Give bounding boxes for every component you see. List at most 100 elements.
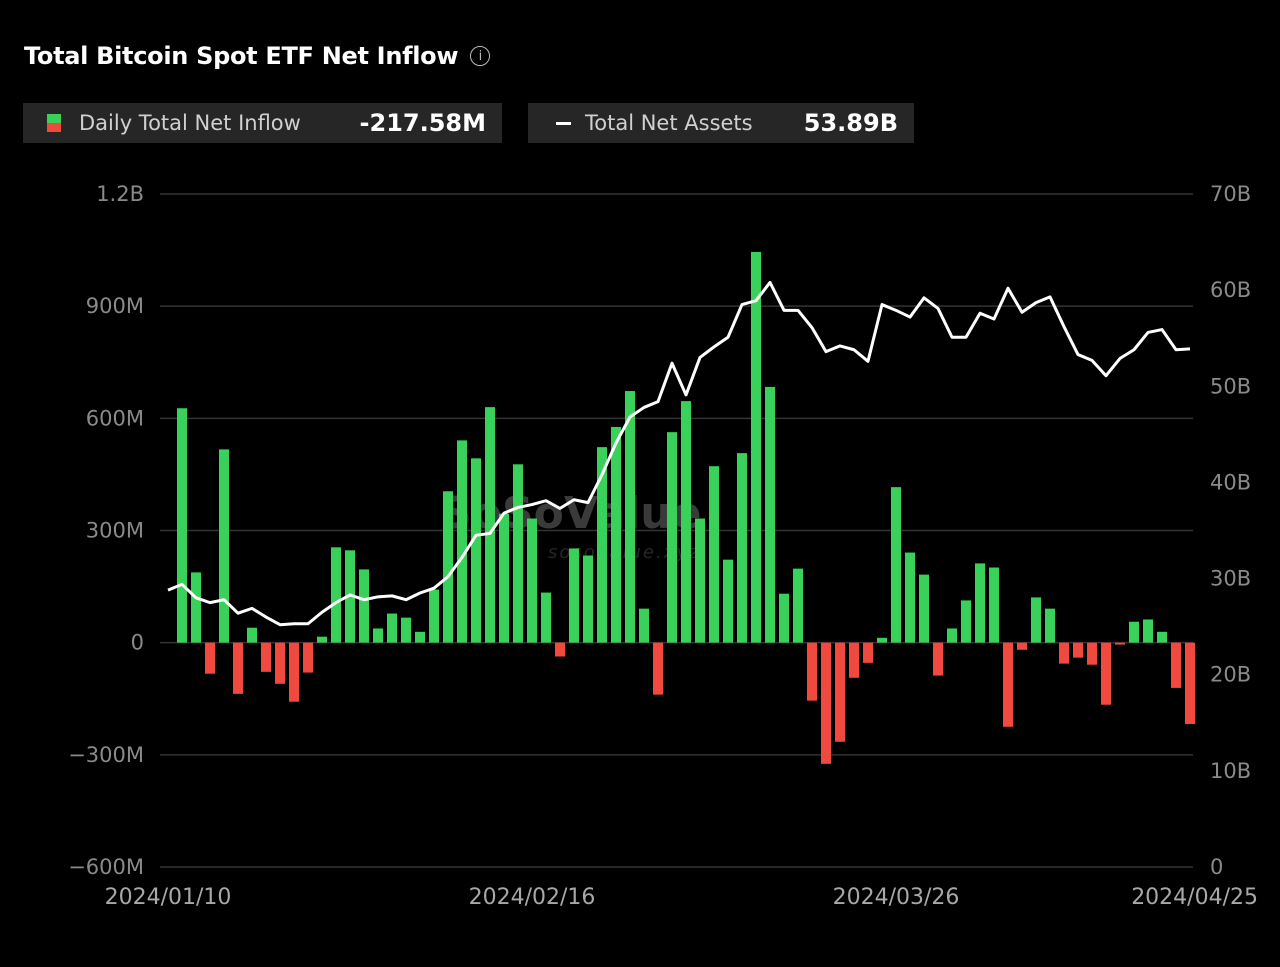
chart-title: Total Bitcoin Spot ETF Net Inflow i xyxy=(24,42,491,70)
inflow-bar-positive xyxy=(359,569,369,643)
inflow-bar-positive xyxy=(191,572,201,643)
left-axis-tick-label: 600M xyxy=(86,406,144,430)
x-axis-tick-label: 2024/04/25 xyxy=(1131,885,1258,910)
inflow-bar-negative xyxy=(1185,642,1195,725)
inflow-bar-positive xyxy=(681,401,691,643)
inflow-bar-positive xyxy=(583,555,593,643)
right-axis-tick-label: 60B xyxy=(1210,278,1251,302)
inflow-bar-positive xyxy=(1045,608,1055,643)
inflow-bar-positive xyxy=(219,449,229,643)
inflow-bar-positive xyxy=(527,518,537,643)
inflow-bar-positive xyxy=(1031,597,1041,643)
inflow-bar-negative xyxy=(289,642,299,702)
inflow-bar-positive xyxy=(709,466,719,643)
left-axis-tick-label: 300M xyxy=(86,519,144,543)
inflow-bar-negative xyxy=(863,642,873,663)
inflow-bar-positive xyxy=(457,440,467,643)
right-axis-tick-label: 0 xyxy=(1210,855,1223,879)
total-net-assets-line xyxy=(167,280,1191,627)
legend-inflow-label: Daily Total Net Inflow xyxy=(79,111,301,135)
inflow-bar-positive xyxy=(639,608,649,643)
inflow-bar-positive xyxy=(373,628,383,643)
inflow-bar-positive xyxy=(513,464,523,643)
inflow-bar-negative xyxy=(1017,642,1027,650)
legend-inflow-value: -217.58M xyxy=(359,109,486,137)
inflow-bar-positive xyxy=(499,513,509,643)
inflow-bar-negative xyxy=(233,642,243,694)
inflow-bar-positive xyxy=(919,574,929,643)
left-axis-tick-label: 0 xyxy=(131,631,144,655)
legend-daily-inflow[interactable]: Daily Total Net Inflow -217.58M xyxy=(23,103,502,143)
info-circle-icon[interactable]: i xyxy=(470,46,491,66)
left-axis-tick-label: −300M xyxy=(68,743,144,767)
inflow-bar-negative xyxy=(835,642,845,742)
inflow-bar-positive xyxy=(751,251,761,643)
inflow-bar-negative xyxy=(261,642,271,672)
left-axis-tick-label: 900M xyxy=(86,294,144,318)
inflow-bar-negative xyxy=(303,642,313,673)
inflow-bar-negative xyxy=(1059,642,1069,664)
inflow-bar-negative xyxy=(933,642,943,676)
inflow-bar-positive xyxy=(793,568,803,643)
inflow-bar-positive xyxy=(401,617,411,643)
right-axis-tick-label: 40B xyxy=(1210,470,1251,494)
inflow-bar-positive xyxy=(1143,619,1153,643)
inflow-bar-negative xyxy=(205,642,215,674)
inflow-bar-positive xyxy=(891,487,901,643)
inflow-bar-negative xyxy=(1073,642,1083,658)
right-axis-tick-label: 30B xyxy=(1210,567,1251,591)
inflow-bar-positive xyxy=(611,426,621,643)
inflow-bar-positive xyxy=(317,636,327,643)
inflow-bar-positive xyxy=(765,386,775,643)
inflow-bar-positive xyxy=(471,458,481,643)
x-axis-tick-label: 2024/02/16 xyxy=(469,885,596,910)
inflow-bar-positive xyxy=(877,637,887,643)
inflow-bar-positive xyxy=(485,407,495,643)
inflow-bar-positive xyxy=(1157,631,1167,643)
inflow-bar-negative xyxy=(653,642,663,695)
inflow-bar-positive xyxy=(961,600,971,643)
inflow-bar-negative xyxy=(1171,642,1181,688)
inflow-bar-positive xyxy=(1129,621,1139,643)
right-axis-tick-label: 50B xyxy=(1210,374,1251,398)
inflow-bar-positive xyxy=(905,552,915,643)
left-axis-tick-label: 1.2B xyxy=(96,182,144,206)
inflow-bar-positive xyxy=(975,563,985,643)
inflow-bar-positive xyxy=(429,589,439,643)
right-axis-tick-label: 20B xyxy=(1210,663,1251,687)
inflow-bar-positive xyxy=(387,613,397,643)
chart-title-text: Total Bitcoin Spot ETF Net Inflow xyxy=(24,42,459,70)
inflow-bar-positive xyxy=(443,491,453,643)
inflow-bar-positive xyxy=(177,408,187,643)
legend-assets-value: 53.89B xyxy=(803,109,898,137)
inflow-bar-positive xyxy=(947,628,957,643)
inflow-bar-positive xyxy=(779,593,789,643)
inflow-bar-negative xyxy=(1115,642,1125,645)
left-axis-tick-label: −600M xyxy=(68,855,144,879)
legend-assets-label: Total Net Assets xyxy=(585,111,753,135)
inflow-swatch-icon xyxy=(47,114,61,132)
inflow-bar-positive xyxy=(737,453,747,643)
inflow-bar-positive xyxy=(247,627,257,643)
inflow-bar-positive xyxy=(723,559,733,643)
inflow-bar-positive xyxy=(667,432,677,643)
inflow-bar-positive xyxy=(989,567,999,643)
inflow-bar-positive xyxy=(597,447,607,643)
inflow-bar-negative xyxy=(1003,642,1013,727)
inflow-bar-negative xyxy=(849,642,859,678)
inflow-bar-negative xyxy=(1101,642,1111,705)
right-axis-tick-label: 70B xyxy=(1210,182,1251,206)
inflow-bar-positive xyxy=(541,592,551,643)
legend-total-assets[interactable]: Total Net Assets 53.89B xyxy=(528,103,914,143)
inflow-bar-negative xyxy=(275,642,285,684)
inflow-bar-negative xyxy=(807,642,817,701)
inflow-bar-positive xyxy=(695,518,705,643)
inflow-bar-positive xyxy=(625,391,635,643)
inflow-bar-negative xyxy=(1087,642,1097,665)
right-axis-tick-label: 10B xyxy=(1210,759,1251,783)
inflow-bar-positive xyxy=(331,547,341,643)
inflow-bar-positive xyxy=(415,631,425,643)
inflow-bar-positive xyxy=(569,548,579,643)
x-axis-tick-label: 2024/01/10 xyxy=(105,885,232,910)
